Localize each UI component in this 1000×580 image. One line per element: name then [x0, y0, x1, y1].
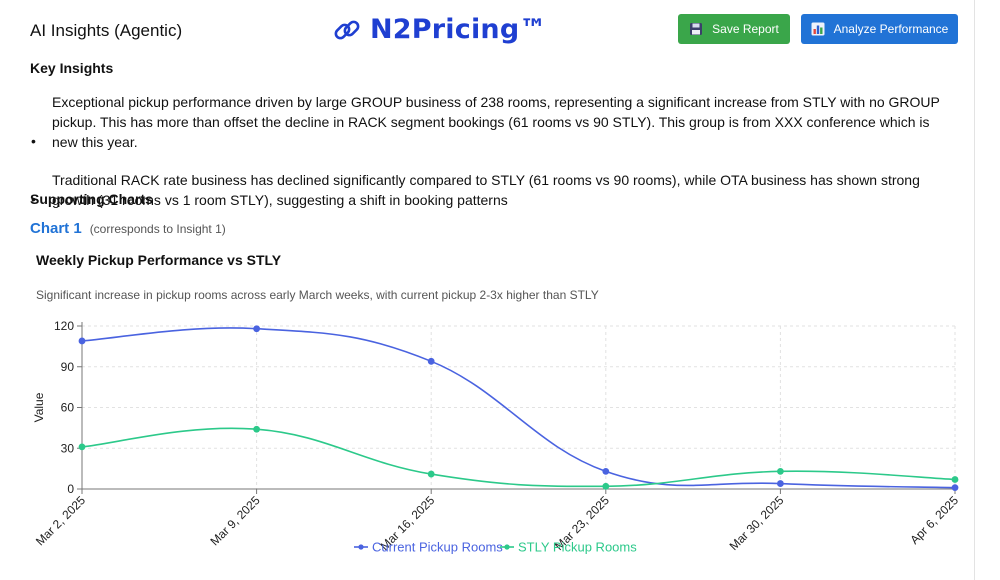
data-point [78, 337, 86, 345]
data-point [253, 325, 260, 333]
save-report-button[interactable]: Save Report [678, 14, 790, 44]
insight-text: Traditional RACK rate business has decli… [52, 172, 920, 208]
insight-item-1: • Exceptional pickup performance driven … [30, 92, 950, 152]
data-point [602, 482, 610, 490]
bullet-icon: • [31, 191, 36, 207]
bullet-icon: • [31, 133, 36, 149]
chart-subtitle: Significant increase in pickup rooms acr… [36, 288, 599, 302]
data-point [951, 476, 959, 483]
line-chart: 0 30 60 90 120 Value Mar 2, 2025 Mar 9, 2025 Mar… [32, 319, 961, 555]
data-point [951, 484, 959, 492]
chart-label: Chart 1 (corresponds to Insight 1) [30, 220, 226, 237]
data-point [427, 357, 435, 365]
save-report-label: Save Report [712, 22, 779, 36]
ai-insights-panel: AI Insights (Agentic) N2Pricing™ Save Re… [0, 0, 975, 580]
supporting-charts-heading: Supporting Charts [30, 191, 153, 207]
data-point [602, 467, 610, 475]
page-title: AI Insights (Agentic) [30, 21, 183, 40]
data-point [253, 425, 260, 433]
y-tick-label: 0 [67, 482, 74, 496]
series-line-2 [81, 427, 956, 488]
insights-list: • Exceptional pickup performance driven … [30, 92, 950, 210]
data-point [427, 470, 435, 478]
x-tick-label: Mar 30, 2025 [727, 493, 787, 553]
data-point [78, 443, 86, 451]
y-tick-label: 120 [54, 319, 74, 333]
floppy-disk-icon [690, 23, 703, 35]
legend-entry: STLY Pickup Rooms [518, 540, 637, 555]
header: AI Insights (Agentic) N2Pricing™ Save Re… [0, 0, 974, 58]
x-tick-label: Mar 2, 2025 [33, 493, 88, 548]
insight-text: Exceptional pickup performance driven by… [52, 94, 940, 150]
y-tick-label: 90 [61, 360, 75, 374]
legend-marker [504, 544, 510, 550]
series-line-1 [81, 327, 956, 489]
data-point [777, 467, 784, 475]
chart-note: (corresponds to Insight 1) [89, 222, 226, 236]
y-axis-title: Value [32, 392, 46, 422]
insight-item-2: • Traditional RACK rate business has dec… [30, 170, 950, 210]
key-insights-heading: Key Insights [30, 60, 114, 76]
x-tick-label: Apr 6, 2025 [907, 493, 961, 547]
brand-logo: N2Pricing™ [332, 14, 547, 45]
legend-entry: Current Pickup Rooms [372, 540, 503, 555]
pill-link-icon [334, 20, 360, 39]
analyze-performance-label: Analyze Performance [833, 22, 949, 36]
brand-name: N2Pricing™ [370, 14, 547, 45]
x-tick-label: Mar 9, 2025 [208, 493, 263, 548]
bar-chart-icon [811, 22, 825, 36]
data-point [777, 480, 784, 487]
analyze-performance-button[interactable]: Analyze Performance [801, 14, 958, 44]
chart-number: Chart 1 [30, 220, 82, 237]
y-tick-label: 30 [61, 441, 75, 455]
chart-title: Weekly Pickup Performance vs STLY [36, 252, 282, 268]
legend-marker [358, 544, 364, 550]
y-tick-label: 60 [61, 401, 75, 415]
